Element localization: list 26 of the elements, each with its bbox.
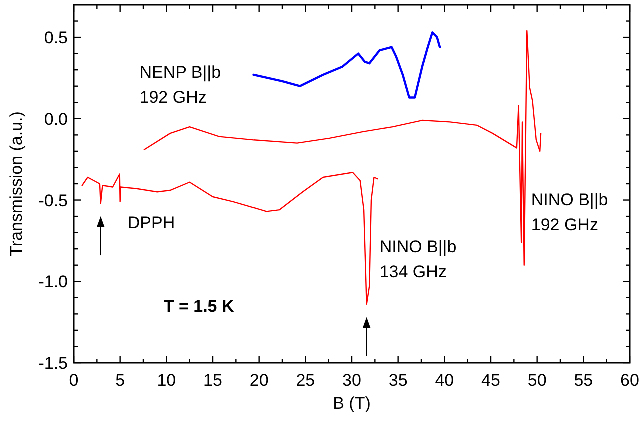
y-axis-title: Transmission (a.u.) [7,112,26,256]
x-tick-label: 55 [574,371,594,390]
x-tick-label: 10 [157,371,176,390]
line-series [252,32,442,99]
x-tick-label: 15 [204,371,222,390]
annotation: T = 1.5 K [164,297,235,316]
x-tick-label: 5 [116,371,126,390]
x-tick-label: 0 [69,371,79,390]
annotation: DPPH [128,214,176,233]
x-tick-label: 40 [435,371,454,390]
x-tick-label: 45 [482,371,500,390]
annotation: NENP B||b 192 GHz [140,62,222,107]
x-tick-label: 50 [528,371,547,390]
y-tick-label: -1.0 [38,272,68,292]
y-tick-label: -0.5 [38,191,68,210]
x-tick-label: 35 [388,371,408,390]
x-tick-label: 25 [296,371,316,390]
x-tick-label: 60 [620,371,640,390]
x-tick-label: 30 [342,371,362,390]
annotation: NINO B||b 192 GHz [531,190,608,234]
y-tick-label: 0.5 [44,28,68,48]
y-tick-label: 0.0 [44,110,68,129]
y-tick-label: -1.5 [38,354,68,373]
annotation: NINO B||b 134 GHz [380,237,457,282]
x-tick-label: 20 [250,371,269,390]
x-axis-title: B (T) [333,394,371,413]
